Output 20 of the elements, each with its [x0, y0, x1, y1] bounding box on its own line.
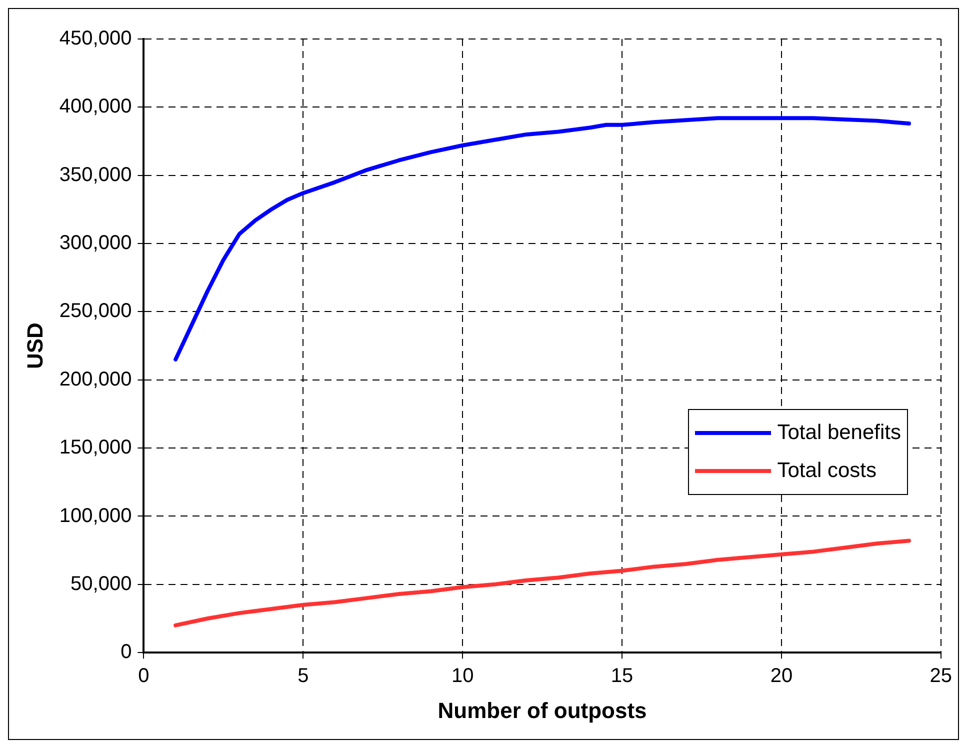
- y-tick-label: 150,000: [59, 436, 132, 459]
- x-axis-title: Number of outposts: [438, 698, 647, 723]
- x-tick-label: 15: [610, 665, 634, 688]
- y-tick-label: 50,000: [70, 572, 132, 595]
- y-tick-label: 100,000: [59, 504, 132, 527]
- x-tick-label: 25: [930, 665, 952, 688]
- y-tick-label: 450,000: [59, 28, 132, 50]
- x-tick-label: 5: [298, 665, 309, 688]
- legend-label: Total costs: [777, 459, 876, 483]
- legend-label: Total benefits: [777, 421, 901, 445]
- y-tick-label: 250,000: [59, 300, 132, 322]
- y-tick-label: 0: [120, 641, 132, 664]
- x-tick-label: 10: [451, 665, 474, 688]
- y-tick-label: 200,000: [59, 368, 132, 390]
- y-tick-label: 350,000: [59, 164, 132, 186]
- y-tick-label: 300,000: [59, 232, 132, 254]
- x-tick-label: 20: [770, 665, 793, 688]
- y-axis-title: USD: [22, 322, 48, 370]
- x-tick-label: 0: [138, 665, 150, 688]
- y-tick-label: 400,000: [59, 96, 132, 118]
